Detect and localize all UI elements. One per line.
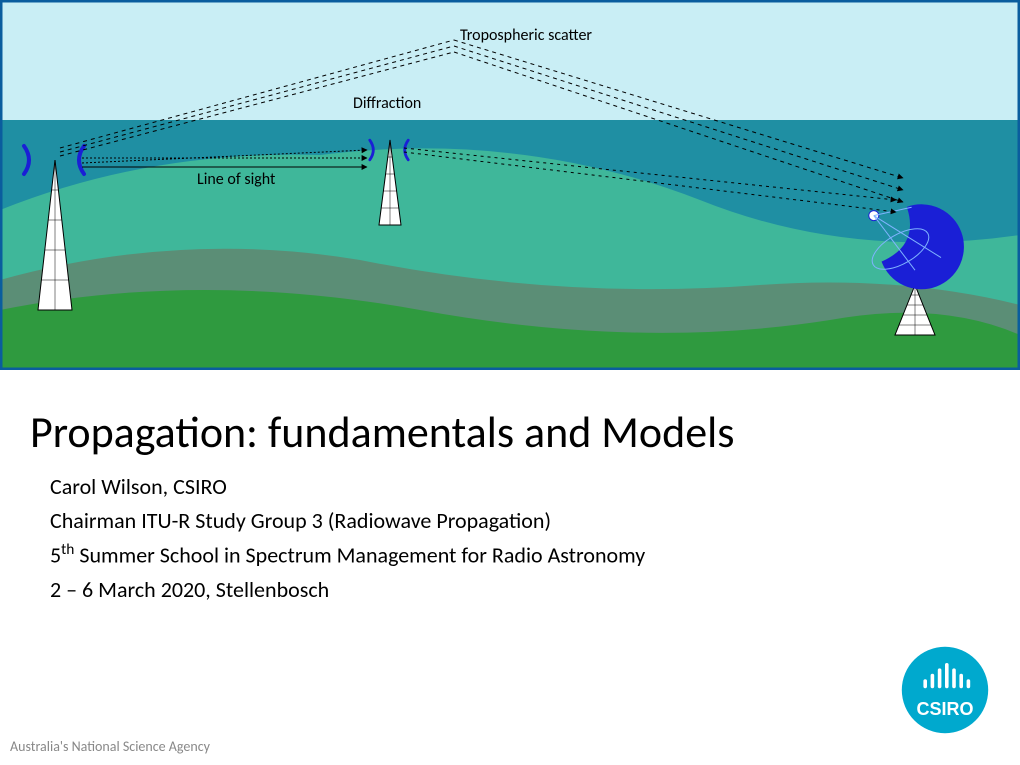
slide-body: Carol Wilson, CSIRO Chairman ITU-R Study… <box>50 470 645 607</box>
event-line: 5th Summer School in Spectrum Management… <box>50 538 645 572</box>
slide-title: Propagation: fundamentals and Models <box>30 405 734 459</box>
svg-text:CSIRO: CSIRO <box>916 699 973 719</box>
date-line: 2 – 6 March 2020, Stellenbosch <box>50 573 645 607</box>
author-line: Carol Wilson, CSIRO <box>50 470 645 504</box>
propagation-diagram: Tropospheric scatter Diffraction Line of s… <box>0 0 1020 370</box>
csiro-logo: CSIRO <box>900 645 990 735</box>
svg-text:Line of sight: Line of sight <box>197 170 276 189</box>
footer-text: Australia's National Science Agency <box>10 738 210 755</box>
svg-text:Tropospheric scatter: Tropospheric scatter <box>460 26 592 45</box>
svg-text:Diffraction: Diffraction <box>353 94 421 113</box>
role-line: Chairman ITU-R Study Group 3 (Radiowave … <box>50 504 645 538</box>
